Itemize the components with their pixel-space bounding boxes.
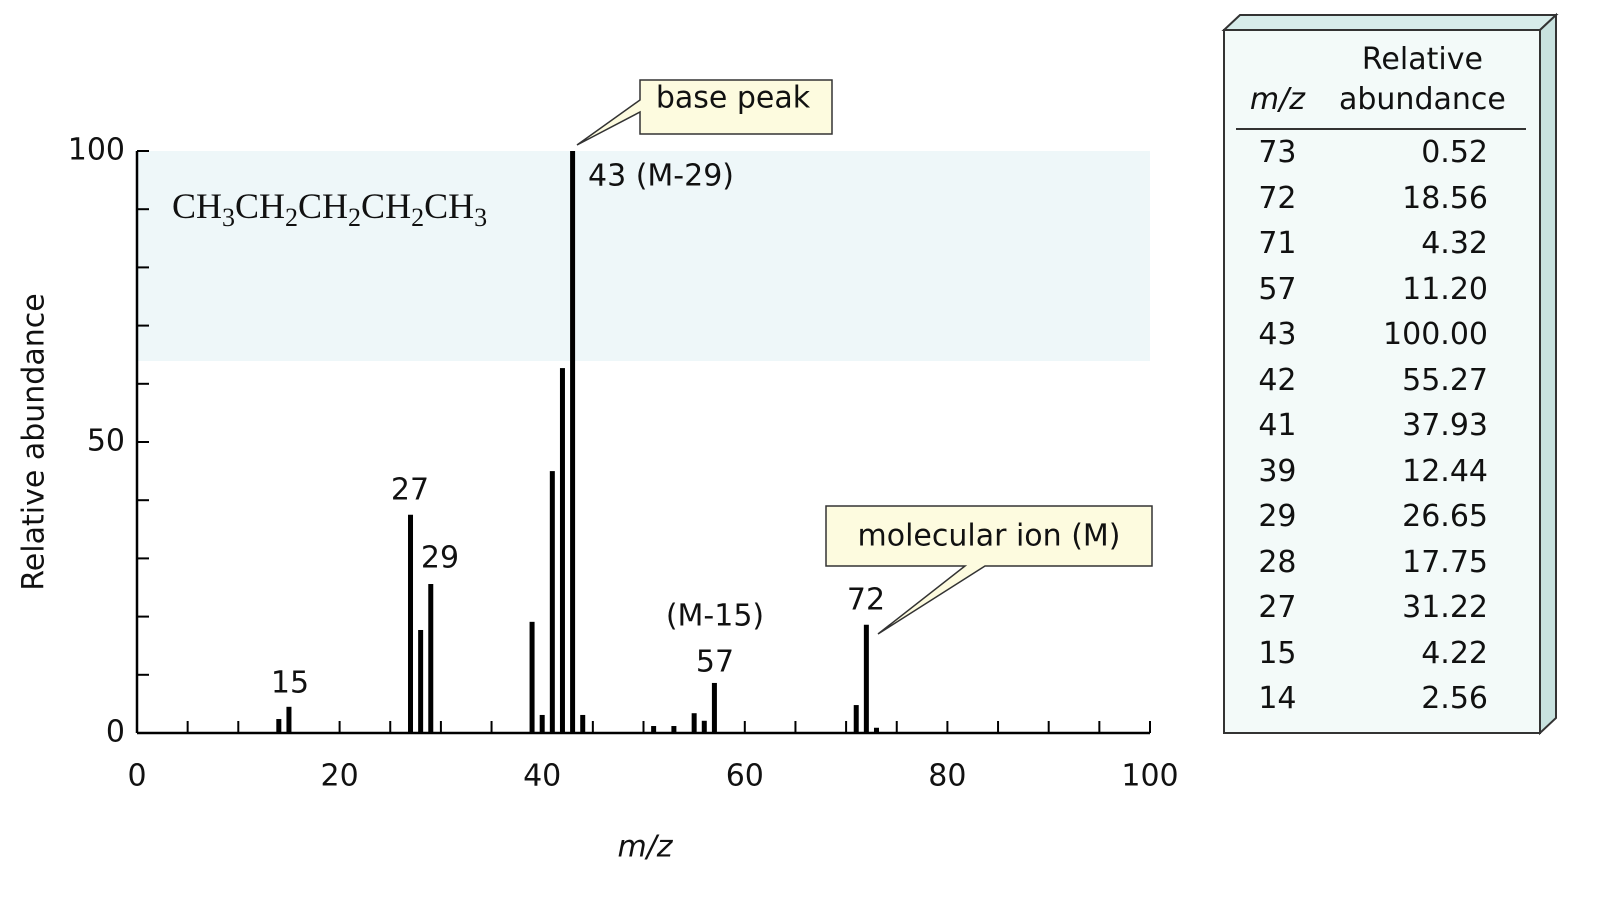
table-cell: 12.44 [1402, 453, 1488, 489]
bar [863, 624, 869, 733]
annotation: (M-15) [666, 599, 764, 634]
annotation: 29 [421, 541, 459, 576]
table-cell: 17.75 [1402, 544, 1488, 580]
table-cell: 41 [1258, 408, 1297, 443]
table-cell: 15 [1258, 635, 1297, 671]
bar [853, 705, 859, 733]
annotation: 15 [271, 666, 309, 701]
table-cell: 14 [1258, 681, 1297, 716]
table-row: 39 12.44 [1236, 449, 1526, 495]
table-row: 29 26.65 [1236, 494, 1526, 540]
bar [651, 726, 657, 733]
bar [539, 714, 545, 733]
bar [873, 727, 879, 733]
bar [549, 471, 555, 733]
annotation: 27 [391, 473, 429, 508]
callout-box [576, 79, 833, 146]
annotation: base peak [656, 81, 811, 116]
callout-box [825, 505, 1153, 635]
bar [691, 713, 697, 733]
table-cell: 4.32 [1421, 226, 1488, 261]
table-cell: 18.56 [1402, 180, 1488, 216]
table-box [1223, 29, 1541, 734]
bar [559, 368, 565, 733]
annotation: 43 (M-29) [588, 159, 734, 194]
table-row: 57 11.20 [1236, 267, 1526, 313]
table-row: 71 4.32 [1236, 221, 1526, 267]
abundance-table: m/z Relative abundance 73 0.52 72 18.56 71 4.… [1236, 40, 1526, 722]
table-cell: 43 [1258, 317, 1297, 352]
table-row: 42 55.27 [1236, 358, 1526, 404]
x-tick-label: 20 [321, 759, 359, 794]
table-top [1221, 14, 1559, 31]
table-row: 27 31.22 [1236, 585, 1526, 631]
x-tick-label: 40 [523, 759, 561, 794]
table-row: 72 18.56 [1236, 176, 1526, 222]
bar [408, 514, 414, 733]
table-cell: 26.65 [1402, 499, 1488, 534]
table-cell: 27 [1258, 590, 1297, 625]
table-row: 43 100.00 [1236, 312, 1526, 358]
table-cell: 31.22 [1402, 590, 1488, 625]
annotation: 72 [847, 583, 885, 618]
x-tick-label: 100 [1121, 759, 1178, 794]
table-row: 15 4.22 [1236, 631, 1526, 677]
bar [711, 682, 717, 733]
bar [286, 706, 292, 733]
table-cell: 2.56 [1421, 681, 1488, 716]
y-tick-label: 100 [68, 133, 125, 168]
bar [276, 719, 282, 733]
table-row: 28 17.75 [1236, 540, 1526, 586]
table-cell: 0.52 [1421, 135, 1488, 170]
bar [671, 726, 677, 733]
table-cell: 57 [1258, 271, 1297, 307]
table-row: 14 2.56 [1236, 676, 1526, 722]
table-cell: 73 [1258, 135, 1297, 170]
bar [570, 151, 576, 733]
x-tick-label: 80 [928, 759, 966, 794]
x-tick-label: 60 [726, 759, 764, 794]
table-cell: 37.93 [1402, 408, 1488, 443]
x-axis-label: m/z [617, 830, 673, 865]
y-tick-label: 50 [87, 424, 125, 459]
bar [428, 584, 434, 733]
table-side [1539, 12, 1557, 736]
table-cell: 4.22 [1421, 635, 1488, 671]
table-row: 41 37.93 [1236, 403, 1526, 449]
table-cell: 29 [1258, 499, 1297, 534]
table-cell: 72 [1258, 180, 1297, 216]
table-cell: 71 [1258, 226, 1297, 261]
table-cell: 11.20 [1402, 271, 1488, 307]
table-row: 73 0.52 [1236, 129, 1526, 176]
annotation: molecular ion (M) [858, 519, 1121, 554]
annotation: 57 [696, 645, 734, 680]
table-header: Relative abundance [1318, 40, 1526, 130]
y-axis-label: Relative abundance [17, 293, 52, 590]
formula: CH3CH2CH2CH2CH3 [172, 186, 487, 232]
bar [529, 621, 535, 733]
x-tick-label: 0 [127, 759, 146, 794]
table-cell: 55.27 [1402, 362, 1488, 398]
table-cell: 100.00 [1383, 317, 1488, 352]
plot-shade [137, 151, 1150, 361]
table-cell: 28 [1258, 544, 1297, 580]
bar [580, 714, 586, 733]
table-cell: 42 [1258, 362, 1297, 398]
table-body: 73 0.52 72 18.56 71 4.32 57 11.20 43 100.00 42 55.2… [1236, 129, 1526, 722]
table-cell: 39 [1258, 453, 1297, 489]
y-tick-label: 0 [106, 715, 125, 750]
bar [418, 629, 424, 733]
bar [701, 720, 707, 733]
table-header: m/z [1236, 40, 1319, 130]
